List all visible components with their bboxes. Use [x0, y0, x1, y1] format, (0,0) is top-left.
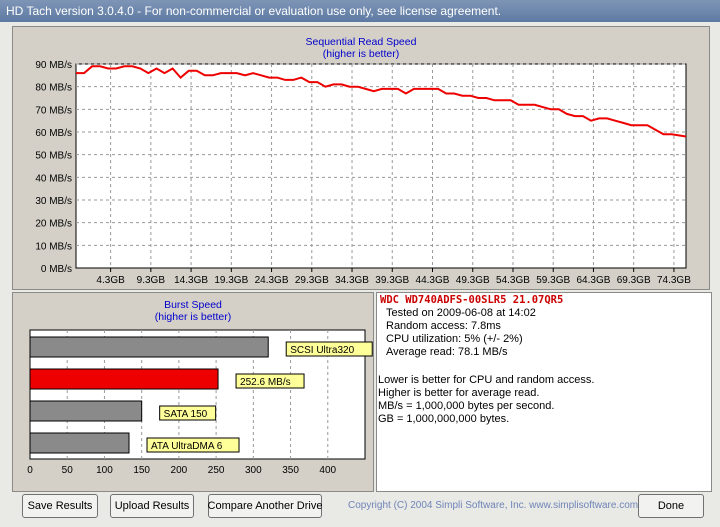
random-access: Random access: 7.8ms	[386, 320, 501, 332]
copyright-text: Copyright (C) 2004 Simpli Software, Inc.…	[348, 500, 639, 511]
sequential-read-panel: Sequential Read Speed (higher is better)	[12, 26, 710, 290]
save-results-button[interactable]: Save Results	[22, 494, 98, 518]
sequential-chart-title: Sequential Read Speed	[305, 36, 417, 48]
title-bar[interactable]: HD Tach version 3.0.4.0 - For non-commer…	[0, 0, 720, 22]
sequential-chart-subtitle: (higher is better)	[322, 48, 400, 60]
note-line: MB/s = 1,000,000 bytes per second.	[378, 400, 555, 412]
burst-chart-subtitle: (higher is better)	[154, 311, 232, 323]
burst-speed-panel: Burst Speed (higher is better)	[12, 292, 374, 492]
tested-date: Tested on 2009-06-08 at 14:02	[386, 307, 536, 319]
upload-results-button[interactable]: Upload Results	[110, 494, 194, 518]
done-button[interactable]: Done	[638, 494, 704, 518]
drive-info-panel: WDC WD740ADFS-00SLR5 21.07QR5 Tested on …	[376, 292, 712, 492]
window-title: HD Tach version 3.0.4.0 - For non-commer…	[6, 4, 502, 18]
cpu-utilization: CPU utilization: 5% (+/- 2%)	[386, 333, 523, 345]
note-line: GB = 1,000,000,000 bytes.	[378, 413, 510, 425]
average-read: Average read: 78.1 MB/s	[386, 346, 508, 358]
drive-model: WDC WD740ADFS-00SLR5 21.07QR5	[380, 294, 564, 306]
compare-drive-button[interactable]: Compare Another Drive	[208, 494, 322, 518]
note-line: Lower is better for CPU and random acces…	[378, 374, 595, 386]
burst-chart-title: Burst Speed	[164, 299, 222, 311]
note-line: Higher is better for average read.	[378, 387, 540, 399]
